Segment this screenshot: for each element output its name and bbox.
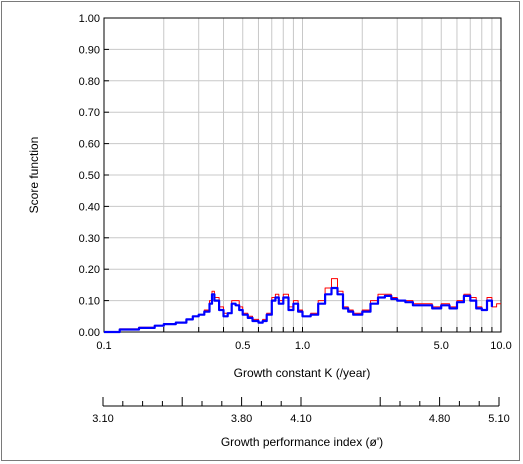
x-tick-label: 10.0 xyxy=(490,340,511,352)
y-tick-label: 0.80 xyxy=(79,76,100,88)
y-tick-label: 0.40 xyxy=(79,201,100,213)
grid xyxy=(104,18,501,332)
y-tick-label: 0.90 xyxy=(79,44,100,56)
x-axis: 0.1 0.5 1.0 5.0 10.0 xyxy=(96,327,512,352)
y-tick-label: 0.10 xyxy=(79,296,100,308)
x-axis-title: Growth constant K (/year) xyxy=(234,366,371,380)
x-tick-label: 0.5 xyxy=(235,340,250,352)
secondary-tick-label: 4.10 xyxy=(290,413,311,425)
secondary-axis-title: Growth performance index (ø') xyxy=(221,435,383,449)
y-tick-label: 1.00 xyxy=(79,13,100,25)
x-tick-label: 0.1 xyxy=(96,340,111,352)
y-tick-label: 0.50 xyxy=(79,170,100,182)
secondary-axis: 3.10 3.80 4.10 4.80 5.10 xyxy=(92,397,510,425)
secondary-tick-label: 3.10 xyxy=(92,413,113,425)
y-axis-title: Score function xyxy=(27,137,41,214)
series-line-blue xyxy=(104,286,493,334)
y-tick-label: 0.20 xyxy=(79,264,100,276)
secondary-tick-label: 4.80 xyxy=(429,413,450,425)
y-tick-label: 0.70 xyxy=(79,107,100,119)
secondary-tick-label: 5.10 xyxy=(488,413,509,425)
x-tick-label: 1.0 xyxy=(295,340,310,352)
y-tick-label: 0.00 xyxy=(79,327,100,339)
y-tick-label: 0.30 xyxy=(79,233,100,245)
series xyxy=(104,278,501,334)
y-axis: 0.00 0.10 0.20 0.30 0.40 0.50 0.60 0.70 0.80 0.90… xyxy=(79,13,109,339)
secondary-tick-label: 3.80 xyxy=(231,413,252,425)
x-tick-label: 5.0 xyxy=(434,340,449,352)
y-tick-label: 0.60 xyxy=(79,139,100,151)
